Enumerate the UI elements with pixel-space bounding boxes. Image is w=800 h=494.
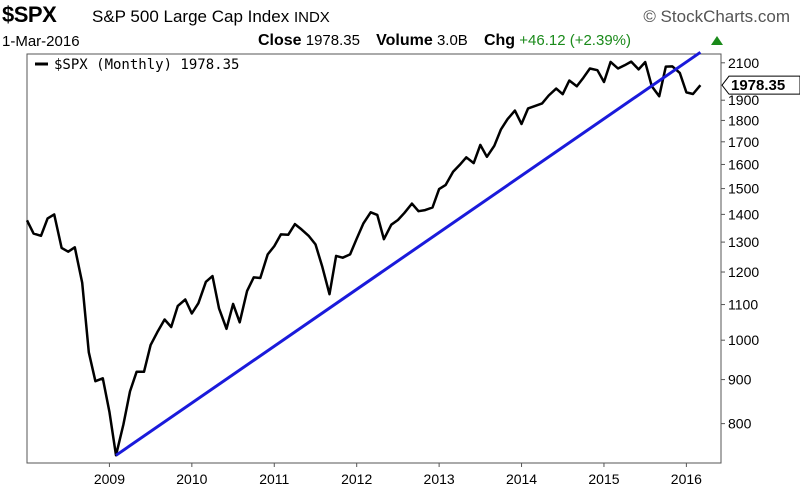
price-stats: Close 1978.35 Volume 3.0B Chg +46.12 (+2… [258,32,631,50]
x-tick-label: 2011 [259,471,289,487]
x-tick-label: 2014 [506,471,537,487]
y-tick-label: 2100 [728,55,759,71]
x-tick-label: 2013 [424,471,455,487]
symbol-title: $SPX [2,2,57,27]
up-arrow-icon [711,36,723,45]
spx-price-line [25,60,702,457]
x-axis: 2009 2010 2011 2012 2013 2014 2015 2016 [94,463,702,487]
index-name-text: S&P 500 Large Cap Index [92,7,290,26]
y-axis: 800 900 1000 1100 1200 1300 1400 1500 1600 1700 18… [721,55,759,432]
plot-frame [26,53,722,464]
y-tick-label: 1300 [728,234,759,250]
last-value-box [721,75,800,95]
y-tick-label: 1800 [728,112,759,128]
y-tick-label: 900 [728,372,752,388]
legend-text: $SPX (Monthly) 1978.35 [54,57,239,73]
y-tick-label: 800 [728,416,752,432]
x-tick-label: 2009 [94,471,125,487]
volume-value: 3.0B [436,32,468,49]
y-tick-label: 1100 [728,297,758,313]
chg-label: Chg [483,32,516,49]
date-label: 1-Mar-2016 [2,33,80,50]
x-tick-label: 2015 [588,471,619,487]
close-label: Close [258,32,302,49]
last-value-label: 1978.35 [731,77,785,94]
y-tick-label: 1500 [728,181,759,197]
y-tick-label: 1000 [728,332,759,348]
last-value-marker: 1978.35 [721,75,800,95]
series-layer [25,51,702,457]
y-tick-label: 1900 [728,92,759,108]
y-tick-label: 1400 [728,206,759,222]
y-tick-label: 1600 [728,156,759,172]
volume-label: Volume [376,32,433,49]
x-tick-label: 2016 [671,471,702,487]
close-value: 1978.35 [305,32,360,49]
chg-value: +46.12 (+2.39%) [519,32,631,49]
chart-header: $SPX S&P 500 Large Cap Index INDX © Stoc… [0,0,800,54]
x-tick-label: 2010 [176,471,207,487]
trend-line [115,51,702,457]
exchange-label: INDX [293,9,330,26]
index-name: S&P 500 Large Cap Index INDX [92,7,330,27]
x-tick-label: 2012 [341,471,372,487]
brand-logo[interactable]: © StockCharts.com [643,7,790,26]
y-tick-label: 1200 [728,264,759,280]
y-tick-label: 1700 [728,134,759,150]
